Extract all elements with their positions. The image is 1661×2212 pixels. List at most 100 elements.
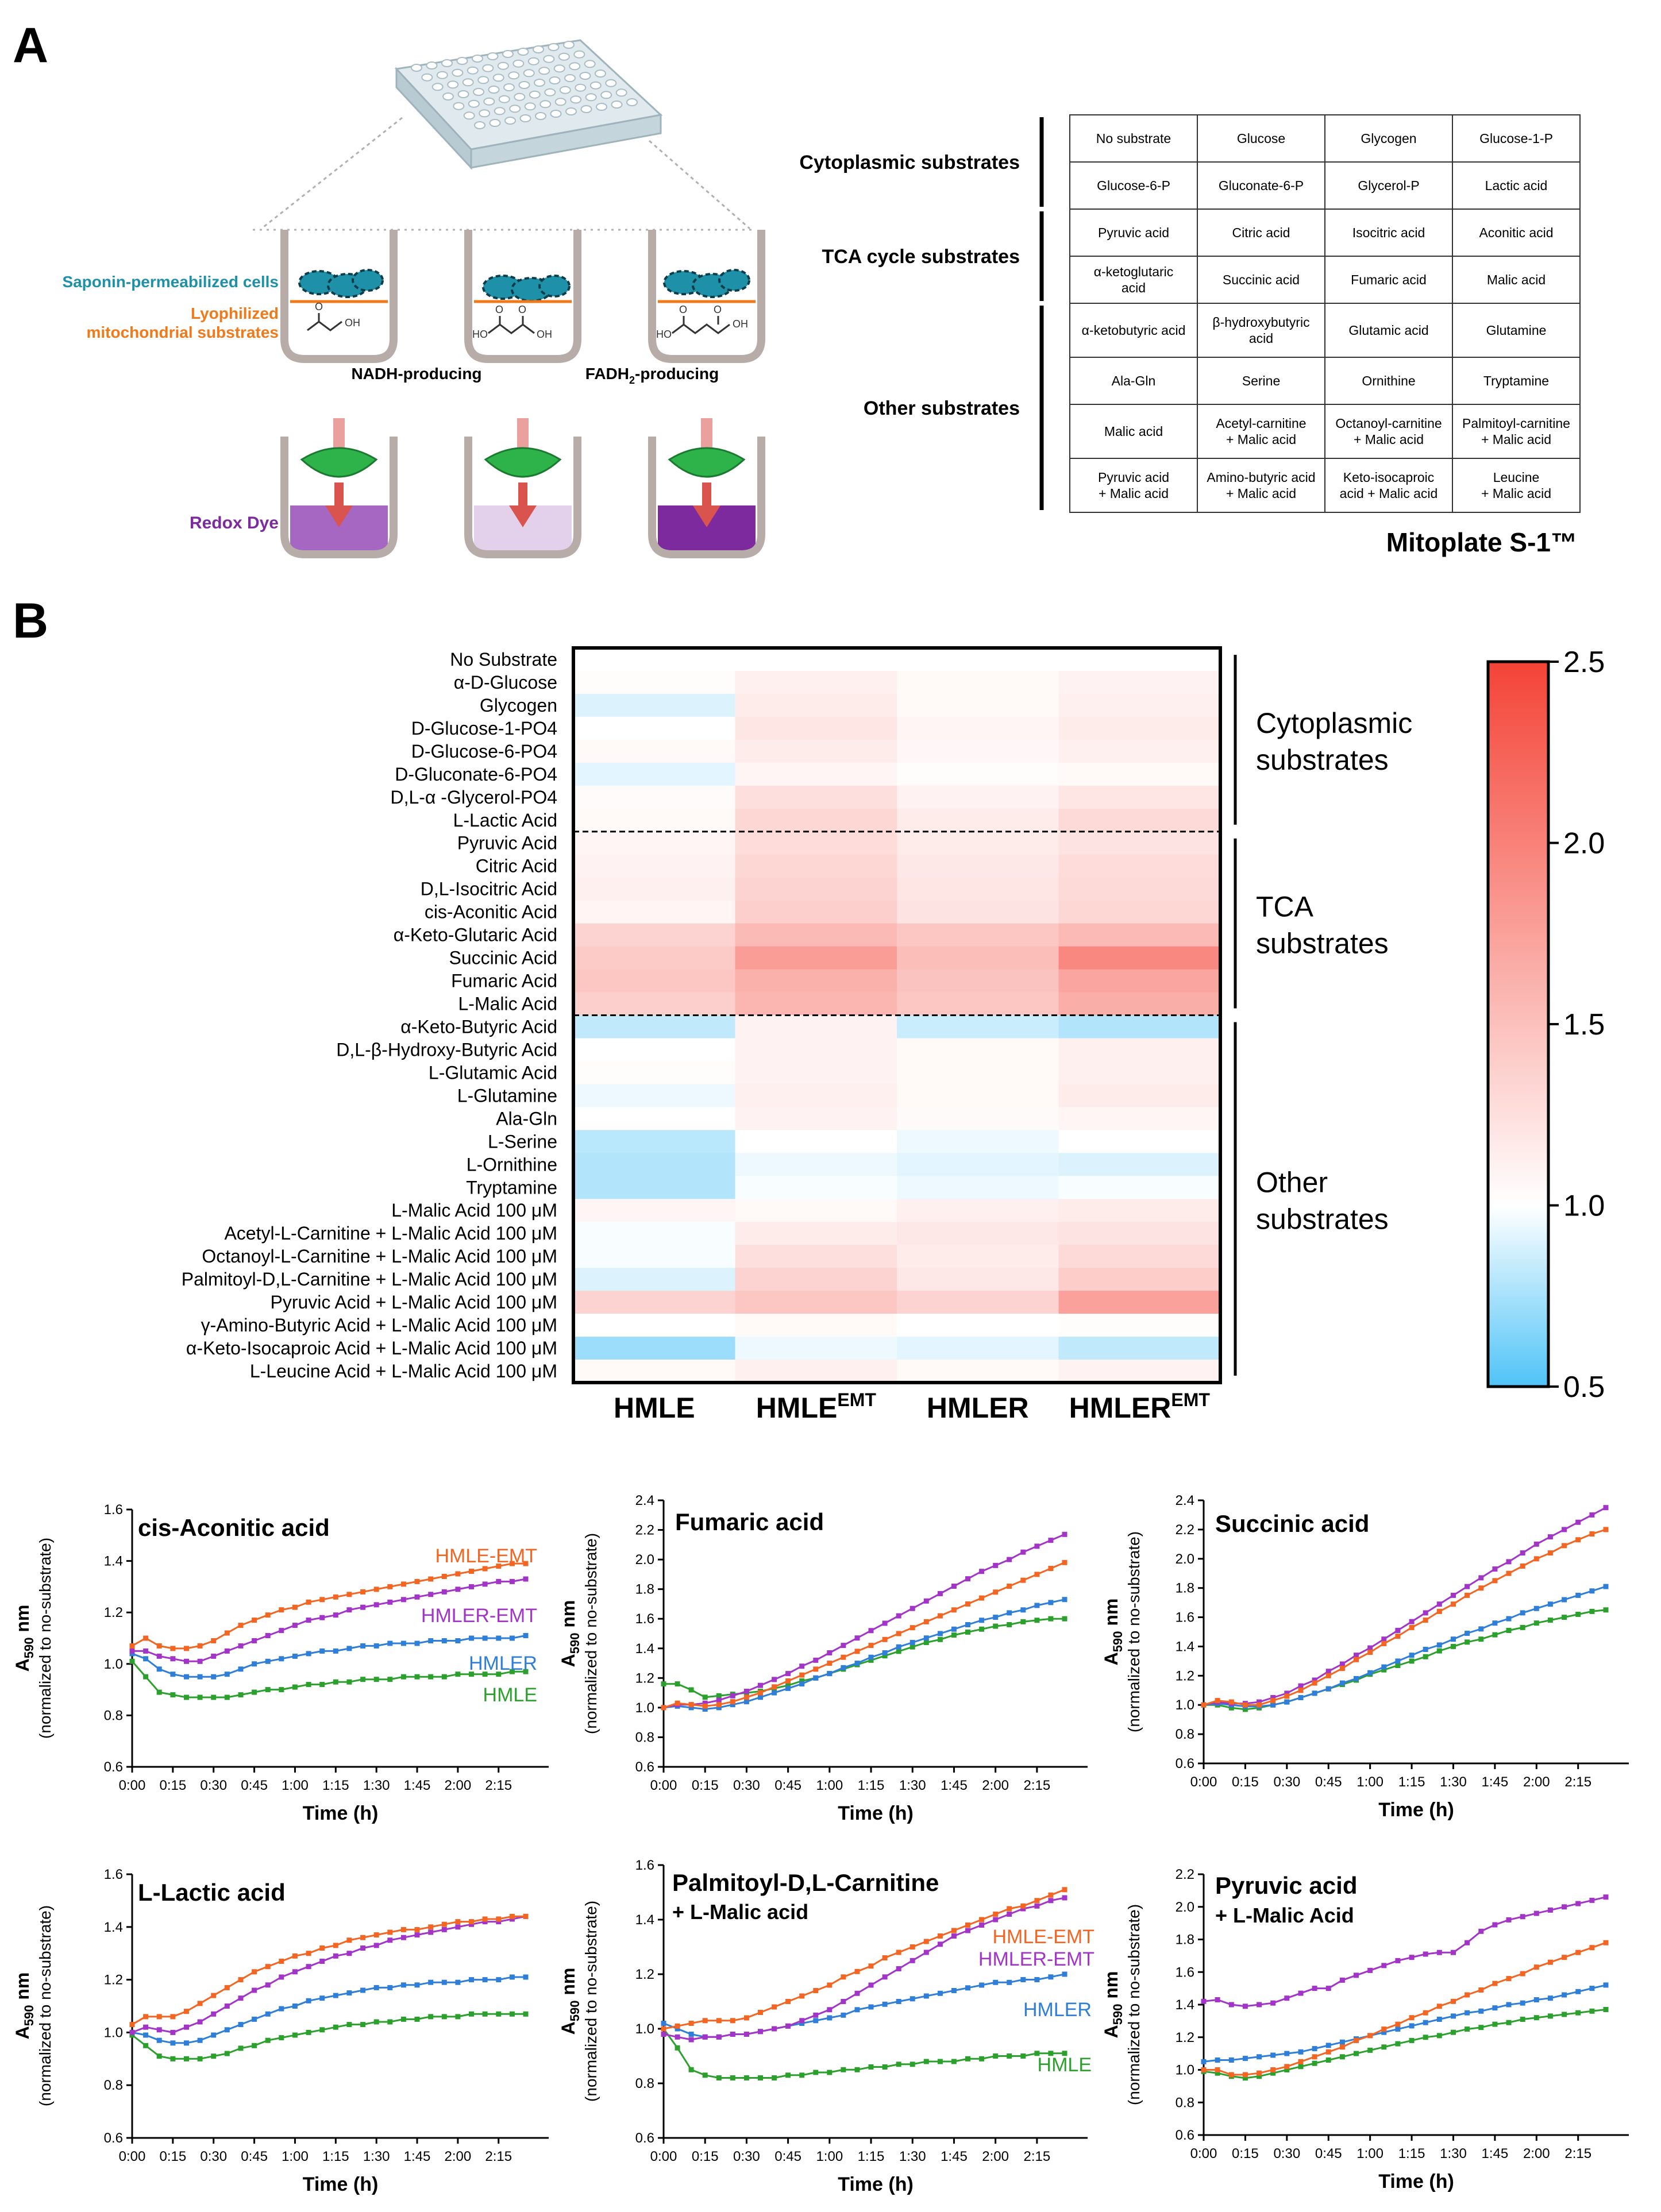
data-point [292, 1623, 298, 1628]
data-point [965, 1601, 970, 1607]
heatmap-cell [1058, 831, 1221, 855]
data-point [730, 2032, 735, 2037]
data-point [170, 1646, 176, 1651]
data-point [496, 1635, 502, 1641]
data-point [1325, 1986, 1331, 1991]
table-cell: Gluconate-6-P [1219, 178, 1304, 193]
data-point [1409, 1653, 1415, 1658]
y-tick-label: 0.8 [104, 1708, 123, 1723]
table-cell: Glucose [1237, 131, 1285, 146]
x-tick-label: 0:00 [650, 1778, 677, 1793]
plate-well [538, 67, 550, 75]
plate-well [549, 76, 561, 84]
data-point [951, 1933, 957, 1939]
data-point [1354, 1657, 1359, 1662]
data-point [868, 1982, 874, 1988]
data-point [1034, 1898, 1040, 1904]
table-cell: Pyruvic acid [1098, 225, 1169, 240]
data-point [1007, 2053, 1012, 2059]
x-tick-label: 0:15 [692, 2149, 719, 2164]
data-point [937, 1591, 943, 1596]
data-point [1436, 1601, 1442, 1607]
data-point [129, 1658, 135, 1664]
x-tick-label: 1:15 [858, 1778, 885, 1793]
y-axis-label-base: A [558, 2021, 579, 2035]
column-label-base: HMLER [1069, 1392, 1171, 1424]
data-point [1451, 1998, 1456, 2004]
data-point [373, 1943, 379, 1948]
data-point [675, 2023, 680, 2029]
data-point [170, 1671, 176, 1677]
plate-well [482, 64, 494, 72]
plate-well [554, 98, 566, 106]
heatmap-row-label: D-Gluconate-6-PO4 [395, 764, 557, 785]
data-point [252, 2043, 257, 2048]
y-tick-label: 1.8 [635, 1582, 654, 1597]
data-point [1478, 1636, 1484, 1642]
x-tick-label: 0:45 [774, 2149, 801, 2164]
data-point [1354, 2037, 1359, 2043]
data-point [979, 1626, 985, 1632]
data-point [1284, 1995, 1290, 2001]
data-point [156, 1653, 162, 1659]
x-tick-label: 0:45 [1315, 1774, 1342, 1790]
panel-label-b: B [13, 593, 48, 648]
data-point [252, 1969, 257, 1975]
heatmap-cell [735, 1268, 897, 1291]
data-point [455, 1586, 461, 1592]
y-axis-label-unit: nm [558, 1600, 579, 1633]
data-point [1478, 1626, 1484, 1632]
data-point [211, 1993, 217, 1998]
data-point [1533, 1910, 1539, 1916]
data-point [965, 1622, 970, 1627]
data-point [1423, 2020, 1428, 2025]
data-point [400, 1640, 406, 1646]
data-point [951, 2059, 957, 2064]
data-point [827, 2070, 833, 2075]
data-point [292, 1653, 298, 1659]
y-tick-label: 0.6 [635, 2130, 654, 2146]
table-cell: α-ketoglutaric acid [1094, 264, 1174, 295]
data-point [965, 1923, 970, 1928]
table-cell: Glutamic acid [1348, 323, 1428, 338]
data-point [993, 1979, 999, 1985]
data-point [1020, 1977, 1026, 1982]
data-point [1589, 1512, 1595, 1518]
x-tick-label: 2:00 [445, 1778, 472, 1793]
data-point [1034, 2051, 1040, 2056]
data-point [156, 1666, 162, 1672]
data-point [455, 1919, 461, 1925]
atom-label: O [714, 304, 722, 315]
x-tick-label: 0:00 [119, 2149, 146, 2164]
data-point [346, 1990, 352, 1996]
data-point [1034, 1617, 1040, 1623]
y-tick-label: 0.6 [104, 1759, 123, 1775]
plate-well [473, 88, 484, 96]
x-tick-label: 2:15 [1564, 2146, 1591, 2161]
heatmap-cell [573, 1153, 736, 1176]
data-point [428, 1592, 434, 1597]
series-line [1203, 1984, 1606, 2063]
data-point [882, 1650, 888, 1655]
heatmap-cell [1058, 693, 1221, 717]
data-point [1492, 1566, 1498, 1572]
heatmap-cell [735, 1337, 897, 1360]
data-point [224, 2051, 230, 2056]
data-point [509, 1635, 515, 1641]
heatmap-row-label: α-Keto-Isocaproic Acid + L-Malic Acid 10… [186, 1338, 557, 1358]
data-point [1201, 2059, 1207, 2064]
data-point [373, 1932, 379, 1938]
heatmap-cell [573, 946, 736, 970]
plate-well [457, 90, 469, 98]
data-point [1492, 1578, 1498, 1584]
data-point [1312, 1677, 1317, 1683]
heatmap-cell [897, 1061, 1059, 1084]
data-point [937, 1941, 943, 1947]
data-point [1451, 1601, 1456, 1607]
colorbar-tick-label: 2.5 [1563, 646, 1605, 679]
heatmap-group-label: TCA [1256, 891, 1314, 923]
y-tick-label: 0.8 [635, 2076, 654, 2091]
table-cell: Malic acid [1487, 272, 1546, 287]
heatmap-cell [1058, 1038, 1221, 1062]
data-point [1520, 1550, 1525, 1556]
